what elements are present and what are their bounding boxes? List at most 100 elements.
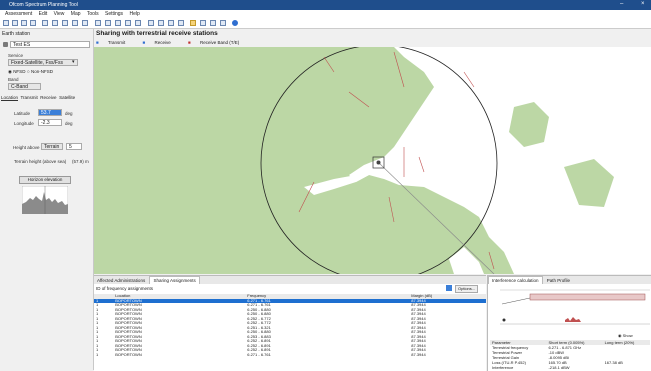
height-input[interactable]: 5 <box>66 143 82 150</box>
map-mode-tabs: ■ Transmit ■ Receive ■ Receive Band (T/E… <box>96 40 255 45</box>
layers-icon[interactable] <box>148 20 154 26</box>
param-row[interactable]: Loss (ITU-R P.452) 165.70 dB 167.38 dB <box>490 360 650 365</box>
print-icon[interactable] <box>42 20 48 26</box>
col-frequency[interactable]: Frequency <box>207 293 410 299</box>
menu-view[interactable]: View <box>53 11 65 17</box>
menu-map[interactable]: Map <box>70 11 81 17</box>
map-icon[interactable] <box>168 20 174 26</box>
param-row[interactable]: Interference -218.1 dBW <box>490 365 650 370</box>
table-icon[interactable] <box>62 20 68 26</box>
row-location: BOPORTOWN <box>115 338 142 343</box>
open-icon[interactable] <box>30 20 36 26</box>
param-row[interactable]: Terrestrial Power -10 dBW <box>490 350 650 355</box>
col-margin[interactable]: Margin (dB) <box>409 293 486 299</box>
col-parameter[interactable]: Parameter <box>490 340 547 345</box>
earth-station-marker[interactable] <box>372 156 385 169</box>
tab-map-receive[interactable]: ■ Receive <box>142 40 171 45</box>
horizon-elevation-button[interactable]: Horizon elevation <box>19 176 71 184</box>
param-row[interactable]: Terrestrial Gain -8.0095 dBi <box>490 355 650 360</box>
table-row[interactable]: 1 BOPORTOWN 6.252 - 6.891 87.3944 <box>94 343 486 349</box>
row-location: BOPORTOWN <box>115 306 142 312</box>
title-bar: Ofcom Spectrum Planning Tool – × <box>0 0 651 10</box>
row-margin: 87.3944 <box>411 315 426 321</box>
table-row[interactable]: 1 BOPORTOWN 6.252 - 6.772 87.3944 <box>94 315 486 322</box>
table-row[interactable]: 1 BOPORTOWN 6.271 - 6.761 87.3944 <box>94 351 486 358</box>
service-select[interactable]: Fixed-Satellite, Fss/Fss <box>8 59 78 66</box>
menu-help[interactable]: Help <box>129 11 140 17</box>
window-title: Ofcom Spectrum Planning Tool <box>9 2 78 8</box>
param-short-term: -8.0095 dBi <box>548 355 569 360</box>
table-row[interactable]: 1 BOPORTOWN 6.250 - 6.880 87.3944 <box>94 311 486 317</box>
latitude-input[interactable]: 53.7 <box>38 109 62 116</box>
tab-receive[interactable]: Receive <box>40 95 57 100</box>
col-location[interactable]: Location <box>113 293 208 299</box>
tab-map-receive-band[interactable]: ■ Receive Band (T/E) <box>188 40 240 45</box>
copy-icon[interactable] <box>72 20 78 26</box>
band-select[interactable]: C-Band <box>8 83 41 90</box>
main-header: Sharing with terrestrial receive station… <box>94 29 651 47</box>
tab-path-profile[interactable]: Path Profile <box>546 278 571 283</box>
col-short-term[interactable]: Short term (0.005%) <box>546 340 603 345</box>
tab-map-transmit[interactable]: ■ Transmit <box>96 40 126 45</box>
zoom-in-icon[interactable] <box>105 20 111 26</box>
grid-icon[interactable] <box>158 20 164 26</box>
table-row[interactable]: 1 BOPORTOWN 6.250 - 6.880 87.3944 <box>94 306 486 313</box>
table-row[interactable]: 1 BOPORTOWN 6.252 - 6.891 87.3944 <box>94 347 486 353</box>
chart-icon[interactable] <box>178 20 184 26</box>
menu-edit[interactable]: Edit <box>38 11 48 17</box>
show-radio[interactable]: ◉ Show <box>618 333 633 338</box>
tab-satellite[interactable]: Satellite <box>59 95 76 100</box>
close-button[interactable]: × <box>641 1 645 7</box>
tab-sharing-assignments[interactable]: Sharing Assignments <box>149 276 200 284</box>
interference-bar <box>529 293 646 301</box>
tab-affected-administrations[interactable]: Affected Administrations <box>97 278 146 283</box>
tab-location[interactable]: Location <box>1 95 19 101</box>
folder-icon[interactable] <box>190 20 196 26</box>
table-row[interactable]: 1 BOPORTOWN 6.251 - 6.321 87.3944 <box>94 325 486 331</box>
row-index: 1 <box>96 347 99 352</box>
menu-settings[interactable]: Settings <box>104 11 124 17</box>
table-row[interactable]: 1 BOPORTOWN 6.253 - 6.883 87.3944 <box>94 334 486 340</box>
filter-icon[interactable] <box>446 285 452 291</box>
table-row[interactable]: 1 BOPORTOWN 6.271 - 6.761 87.3944 <box>94 298 486 303</box>
table-row[interactable]: 1 BOPORTOWN 6.250 - 6.880 87.3944 <box>94 329 486 335</box>
col-long-term[interactable]: Long term (20%) <box>602 340 650 345</box>
radio-non-nfsd[interactable]: ○ Non-NFSD <box>27 69 53 74</box>
row-margin: 87.3944 <box>411 329 426 334</box>
menu-tools[interactable]: Tools <box>86 11 99 17</box>
longitude-input[interactable]: -2.3 <box>38 119 62 126</box>
pan-icon[interactable] <box>95 20 101 26</box>
tab-transmit[interactable]: Transmit <box>20 95 38 100</box>
zoom-out-icon[interactable] <box>115 20 121 26</box>
station-name-field[interactable]: Test ES <box>10 41 90 48</box>
height-select[interactable]: Terrain <box>41 143 63 150</box>
menu-assessment[interactable]: Assessment <box>5 11 33 17</box>
paste-icon[interactable] <box>82 20 88 26</box>
filter-icon[interactable] <box>210 20 216 26</box>
radio-nfsd[interactable]: ◉ NFSD <box>8 69 26 74</box>
panel-header: Earth station <box>2 31 31 37</box>
options-button[interactable]: Options... <box>455 285 479 293</box>
assignments-table: Location Frequency Margin (dB) 1 BOPORTOW… <box>94 293 486 358</box>
map-view[interactable] <box>94 47 651 274</box>
search-icon[interactable] <box>125 20 131 26</box>
tab-interference-calculation[interactable]: Interference calculation <box>488 276 543 284</box>
table-row[interactable]: 1 BOPORTOWN 6.252 - 6.891 87.3944 <box>94 338 486 344</box>
map-canvas[interactable] <box>94 47 651 274</box>
param-row[interactable]: Terrestrial frequency 6.271 - 6.871 GHz <box>490 345 650 350</box>
save-icon[interactable] <box>21 20 27 26</box>
measure-icon[interactable] <box>135 20 141 26</box>
undo-icon[interactable] <box>3 20 9 26</box>
table-row[interactable]: 1 BOPORTOWN 6.271 - 6.761 87.3944 <box>94 302 486 308</box>
island-2 <box>564 159 614 207</box>
settings-icon[interactable] <box>200 20 206 26</box>
export-icon[interactable] <box>220 20 226 26</box>
info-icon[interactable] <box>232 20 238 26</box>
redo-icon[interactable] <box>12 20 18 26</box>
table-row[interactable]: 1 BOPORTOWN 6.252 - 6.772 87.3944 <box>94 320 486 326</box>
assignments-body: 1 BOPORTOWN 6.271 - 6.761 87.3944 1 BOPORTOWN… <box>94 298 486 358</box>
report-icon[interactable] <box>52 20 58 26</box>
row-index: 1 <box>96 338 99 343</box>
row-margin: 87.3944 <box>411 351 426 357</box>
minimize-button[interactable]: – <box>620 1 624 7</box>
